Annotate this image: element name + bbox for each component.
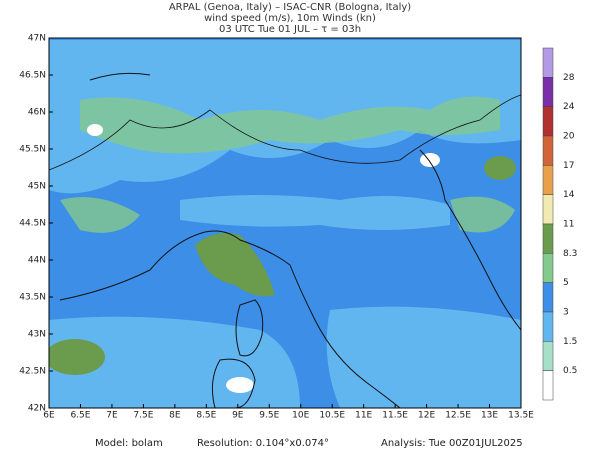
colorbar-label: 14 — [563, 190, 575, 200]
lon-tick-label: 11.5E — [382, 411, 408, 421]
lat-tick-label: 42.5N — [19, 367, 46, 377]
footer-analysis: Analysis: Tue 00Z01JUL2025 — [381, 438, 523, 449]
coastline — [235, 299, 264, 357]
wind-field — [87, 124, 103, 136]
lon-tick-label: 9E — [232, 411, 244, 421]
colorbar-segment — [542, 77, 554, 107]
colorbar-label: 24 — [563, 102, 575, 112]
colorbar-label: 17 — [563, 161, 574, 171]
colorbar-label: 3 — [563, 308, 569, 318]
lon-tick-label: 12E — [418, 411, 435, 421]
lon-tick-label: 6.5E — [70, 411, 90, 421]
colorbar-segment — [542, 47, 554, 78]
coastline — [89, 72, 151, 81]
lon-tick-label: 13E — [481, 411, 498, 421]
colorbar-label: 8.3 — [563, 249, 577, 259]
lat-tick-label: 46N — [28, 108, 46, 118]
colorbar-label: 28 — [563, 73, 575, 83]
colorbar-segment — [542, 253, 554, 283]
wind-field — [60, 197, 140, 233]
lat-tick-label: 46.5N — [19, 71, 46, 81]
lat-tick-label: 47N — [28, 34, 46, 44]
lon-tick-label: 7.5E — [133, 411, 153, 421]
footer-resolution: Resolution: 0.104°x0.074° — [197, 438, 329, 449]
wind-field — [226, 377, 254, 393]
colorbar-segment — [542, 135, 554, 166]
lat-tick-label: 45.5N — [19, 145, 46, 155]
wind-field — [180, 195, 450, 230]
lat-tick-label: 44N — [28, 256, 46, 266]
wind-field — [450, 196, 515, 233]
colorbar-segment — [542, 311, 554, 342]
lat-tick-label: 43.5N — [19, 293, 46, 303]
lon-tick-label: 13.5E — [508, 411, 534, 421]
wind-field — [80, 96, 500, 154]
lat-tick-label: 44.5N — [19, 219, 46, 229]
lon-tick-label: 9.5E — [259, 411, 279, 421]
colorbar-segment — [542, 370, 554, 401]
lat-tick-label: 43N — [28, 330, 46, 340]
wind-field — [195, 232, 275, 297]
lon-tick-label: 8.5E — [196, 411, 216, 421]
colorbar-segment — [542, 106, 554, 137]
colorbar-segment — [542, 223, 554, 254]
colorbar-label: 0.5 — [563, 366, 577, 376]
wind-field — [326, 306, 521, 408]
colorbar-label: 5 — [563, 278, 569, 288]
footer-model: Model: bolam — [95, 438, 163, 449]
lon-tick-label: 11E — [355, 411, 372, 421]
colorbar-segment — [542, 282, 554, 313]
colorbar-label: 1.5 — [563, 337, 577, 347]
title-line: 03 UTC Tue 01 JUL – τ = 03h — [219, 24, 361, 35]
wind-field — [49, 339, 105, 375]
lon-tick-label: 8E — [169, 411, 181, 421]
colorbar-segment — [542, 341, 554, 371]
colorbar-segment — [542, 165, 554, 195]
coastline — [211, 358, 256, 408]
map — [48, 37, 522, 409]
lat-tick-label: 42N — [28, 404, 46, 414]
lat-tick-label: 45N — [28, 182, 46, 192]
lon-tick-label: 6E — [43, 411, 55, 421]
colorbar-label: 11 — [563, 220, 574, 230]
wind-field — [484, 156, 516, 180]
coastline — [419, 149, 521, 331]
title-line: ARPAL (Genoa, Italy) – ISAC-CNR (Bologna… — [169, 2, 411, 13]
lon-tick-label: 10E — [292, 411, 309, 421]
colorbar-segment — [542, 194, 554, 225]
border — [49, 94, 521, 171]
wind-field — [420, 153, 440, 167]
title-line: wind speed (m/s), 10m Winds (kn) — [204, 13, 376, 24]
lon-tick-label: 12.5E — [445, 411, 471, 421]
lon-tick-label: 10.5E — [319, 411, 345, 421]
lon-tick-label: 7E — [106, 411, 118, 421]
coastline — [59, 230, 401, 408]
colorbar-label: 20 — [563, 132, 575, 142]
